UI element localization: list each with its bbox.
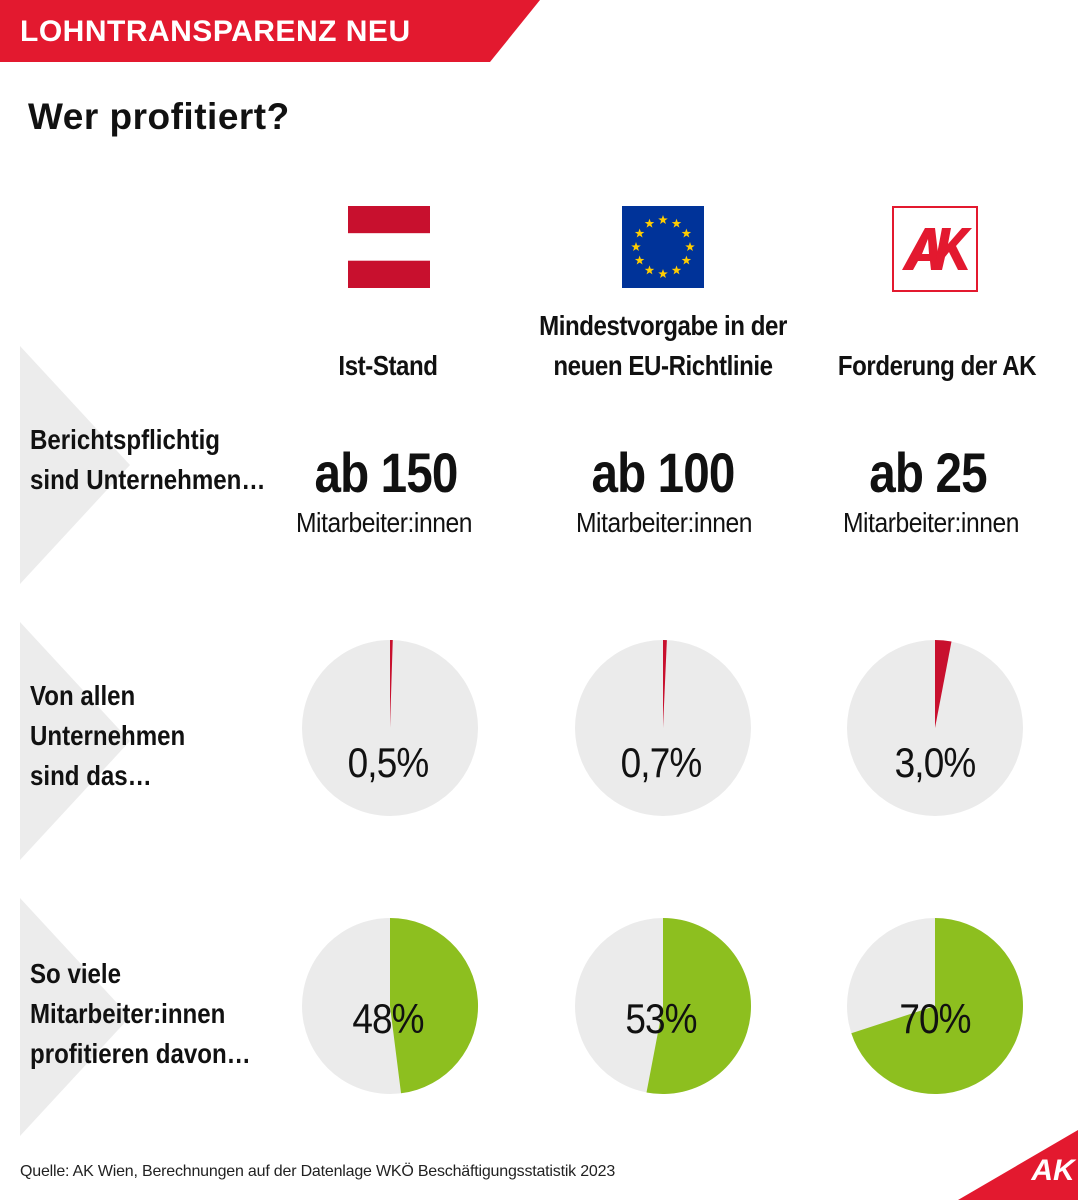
- pie-slice: [390, 639, 393, 728]
- corner-logo-text: AK: [1030, 1154, 1077, 1187]
- eu-star-icon: [671, 218, 682, 228]
- eu-star-icon: [658, 269, 668, 279]
- eu-star-icon: [631, 242, 641, 252]
- eu-star-icon: [644, 218, 655, 228]
- pie-label: 3,0%: [894, 739, 977, 786]
- pie-employees-eu: [575, 918, 752, 1094]
- austria-flag-icon: [348, 206, 430, 288]
- pie-label: 0,7%: [620, 739, 703, 786]
- pie-companies-eu: [575, 640, 751, 816]
- pie-label: 0,5%: [347, 739, 430, 786]
- pie-slice: [663, 640, 667, 728]
- row-label-line: sind das…: [30, 760, 152, 791]
- column-heading-line: [259, 306, 517, 346]
- pie-employees-ist-stand: [302, 918, 479, 1094]
- eu-star-icon: [671, 265, 682, 275]
- ak-logo-icon: [892, 206, 978, 292]
- header-banner: [0, 0, 540, 62]
- eu-star-icon: [685, 242, 695, 252]
- column-heading-ist-stand: Ist-Stand: [259, 306, 517, 386]
- eu-star-icon: [634, 255, 645, 265]
- row-chevron-1: [20, 346, 130, 584]
- banner-title: LOHNTRANSPARENZ NEU: [20, 15, 411, 48]
- threshold-ist-stand: ab 150: [314, 441, 458, 504]
- unit-ak: Mitarbeiter:innen: [842, 507, 1020, 538]
- row-label-line: Berichtspflichtig: [30, 424, 220, 455]
- pie-slice: [935, 640, 952, 728]
- eu-star-icon: [681, 255, 692, 265]
- eu-star-icon: [644, 265, 655, 275]
- pie-label: 53%: [625, 995, 697, 1042]
- row-label-line: profitieren davon…: [30, 1038, 251, 1069]
- column-heading-line: [808, 306, 1066, 346]
- eu-star-icon: [681, 228, 692, 238]
- row-label-companies: Von allen Unternehmen sind das…: [30, 676, 245, 796]
- pie-label: 70%: [899, 995, 971, 1042]
- column-heading-ak: Forderung der AK: [808, 306, 1066, 386]
- column-heading-line: Mindestvorgabe in der: [539, 310, 787, 341]
- pie-slice: [851, 918, 1024, 1094]
- pie-companies-ak: [847, 640, 1023, 816]
- row-chevron-3: [20, 898, 130, 1136]
- row-label-line: sind Unternehmen…: [30, 464, 266, 495]
- column-heading-line: Ist-Stand: [338, 350, 438, 381]
- column-heading-eu: Mindestvorgabe in der neuen EU-Richtlini…: [534, 306, 792, 386]
- corner-ak-logo: AK: [958, 1130, 1078, 1200]
- row-label-line: Von allen: [30, 680, 136, 711]
- unit-eu: Mitarbeiter:innen: [575, 507, 753, 538]
- row-label-line: Unternehmen: [30, 720, 186, 751]
- pie-label: 48%: [352, 995, 424, 1042]
- pie-companies-ist-stand: [302, 639, 478, 816]
- row-chevron-2: [20, 622, 130, 860]
- pie-slice: [390, 918, 479, 1094]
- eu-flag-icon: [622, 206, 704, 288]
- row-label-reporting: Berichtspflichtig sind Unternehmen…: [30, 420, 266, 500]
- row-label-line: So viele: [30, 958, 122, 989]
- source-note: Quelle: AK Wien, Berechnungen auf der Da…: [20, 1163, 616, 1180]
- unit-ist-stand: Mitarbeiter:innen: [295, 507, 473, 538]
- column-heading-line: neuen EU-Richtlinie: [553, 350, 773, 381]
- eu-star-icon: [658, 215, 668, 225]
- pie-employees-ak: [847, 918, 1024, 1094]
- eu-star-icon: [634, 228, 645, 238]
- threshold-eu: ab 100: [591, 441, 735, 504]
- column-heading-line: Forderung der AK: [837, 350, 1037, 381]
- pie-slice: [646, 918, 752, 1094]
- row-label-line: Mitarbeiter:innen: [30, 998, 226, 1029]
- threshold-ak: ab 25: [869, 441, 987, 504]
- row-label-employees: So viele Mitarbeiter:innen profitieren d…: [30, 954, 251, 1074]
- page-title: Wer profitiert?: [28, 96, 290, 137]
